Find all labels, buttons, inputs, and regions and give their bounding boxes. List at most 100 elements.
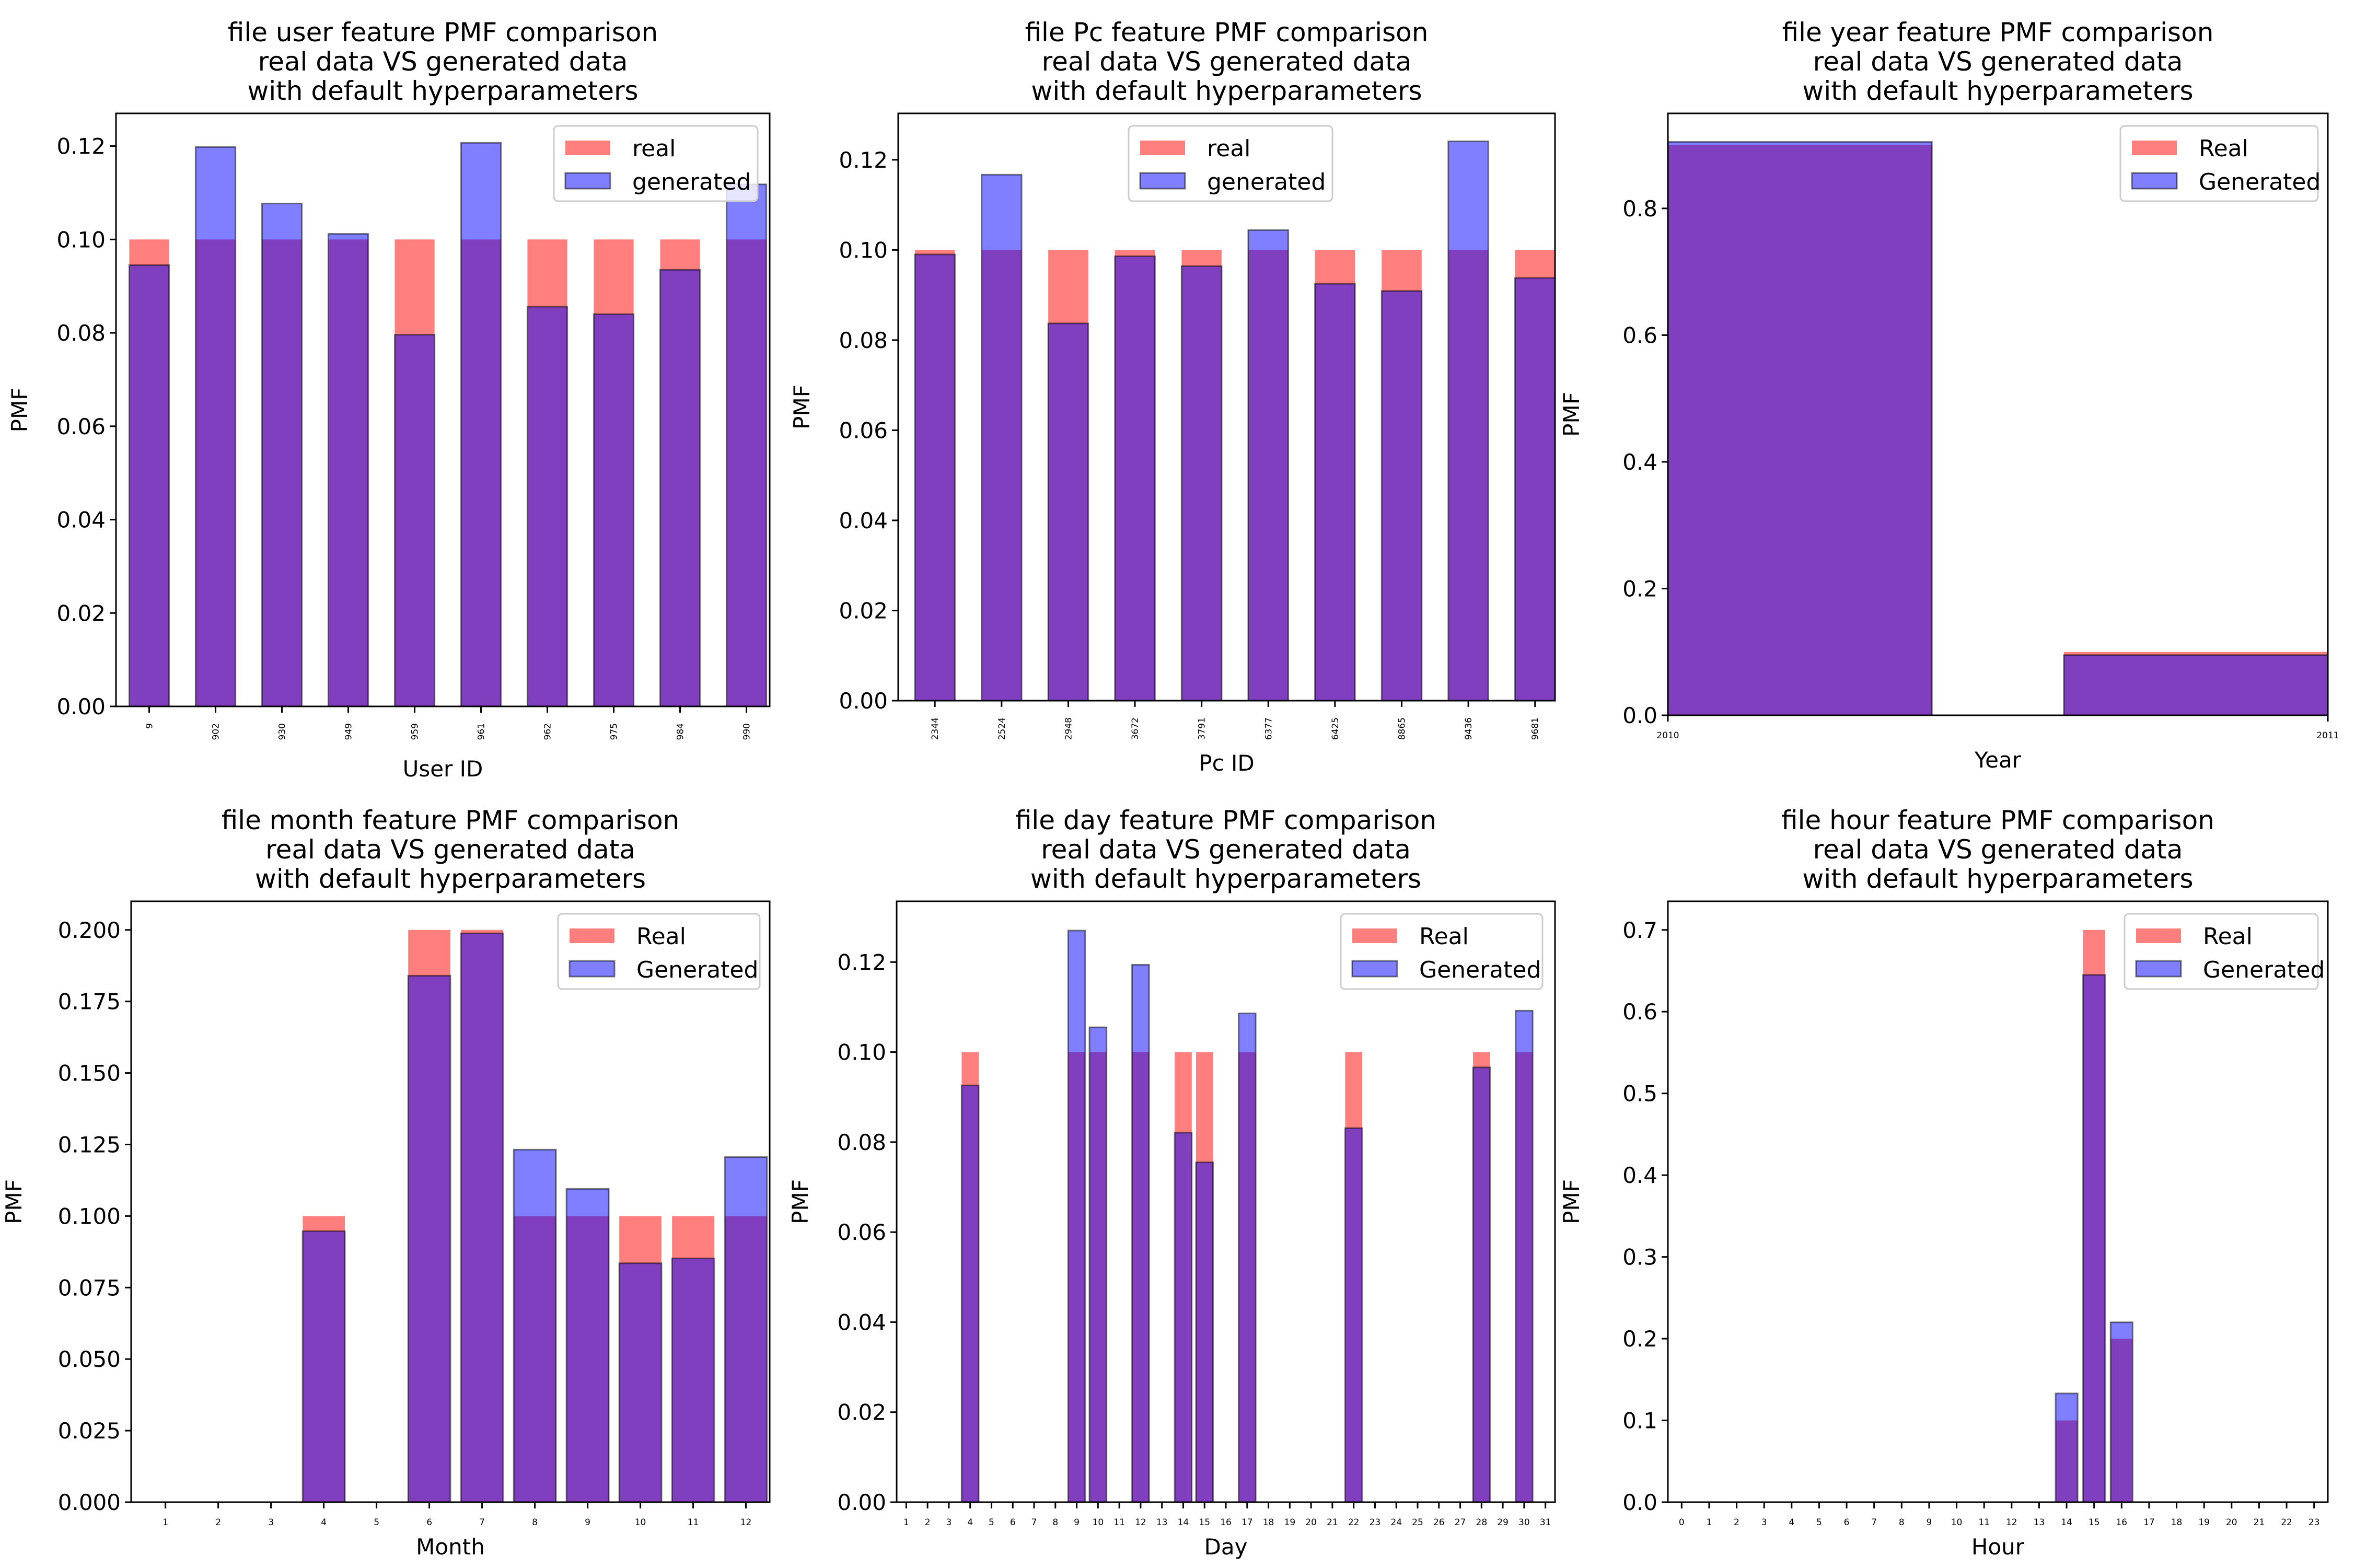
xtick-label: 8865 [1397, 717, 1407, 740]
xtick-label: 31 [1540, 1517, 1551, 1528]
ytick-label: 0.175 [58, 989, 121, 1015]
bar-generated-4 [960, 1084, 980, 1502]
xtick-label: 17 [2143, 1517, 2155, 1528]
bar-generated-17 [1237, 1012, 1257, 1502]
bars [960, 930, 1534, 1502]
xtick-label: 975 [609, 723, 620, 740]
xtick-label: 22 [2281, 1517, 2292, 1528]
ytick-label: 0.050 [58, 1346, 121, 1372]
bar-generated-12 [724, 1156, 768, 1502]
ytick-label: 0.2 [1622, 576, 1657, 601]
bar-generated-16 [2109, 1321, 2133, 1502]
chart-title-line: real data VS generated data [1042, 47, 1412, 77]
xtick-label: 23 [2308, 1517, 2320, 1528]
chart-title-line: with default hyperparameters [1031, 76, 1422, 106]
xtick-label: 990 [742, 723, 752, 740]
xtick-label: 18 [2171, 1517, 2183, 1528]
ytick-label: 0.0 [1622, 1490, 1657, 1515]
legend-swatch-real [1352, 928, 1397, 943]
bars [1668, 141, 2328, 715]
bars [914, 140, 1555, 701]
legend-swatch-real [570, 928, 614, 943]
ytick-label: 0.08 [837, 1130, 886, 1155]
bar-generated-9436 [1447, 140, 1489, 701]
xtick-label: 24 [1390, 1517, 1402, 1528]
legend-swatch-generated [569, 960, 616, 978]
bar-generated-6377 [1247, 229, 1290, 701]
xtick-label: 17 [1242, 1517, 1253, 1528]
xtick-label: 3672 [1130, 717, 1141, 740]
xtick-label: 27 [1455, 1517, 1466, 1528]
x-axis-label: Hour [1971, 1534, 2025, 1560]
legend: real generated [1128, 125, 1333, 202]
bar-generated-2524 [981, 173, 1023, 701]
xtick-label: 2344 [930, 717, 941, 740]
axes-frame [896, 900, 1556, 1503]
ytick-label: 0.2 [1622, 1326, 1657, 1352]
ytick-label: 0.02 [837, 1400, 886, 1425]
chart-title-line: with default hyperparameters [247, 76, 638, 106]
ytick-label: 0.7 [1622, 917, 1657, 943]
chart-title-line: real data VS generated data [1041, 834, 1411, 865]
xtick-label: 2 [1734, 1517, 1739, 1528]
y-axis-label: PMF [1559, 1179, 1584, 1224]
bars [301, 930, 768, 1502]
legend-label-real: Real [1419, 923, 1469, 950]
chart-title-line: file user feature PMF comparison [228, 17, 658, 48]
bar-generated-2344 [914, 253, 956, 701]
xtick-label: 3 [1761, 1517, 1767, 1528]
bar-generated-14 [2055, 1392, 2079, 1502]
legend: Real Generated [2124, 913, 2325, 990]
chart-title-line: with default hyperparameters [1802, 76, 2193, 106]
xtick-label: 9 [1074, 1517, 1080, 1528]
xtick-label: 5 [374, 1517, 379, 1528]
ytick-label: 0.12 [839, 147, 888, 173]
xtick-label: 21 [2254, 1517, 2265, 1528]
chart-title-line: file day feature PMF comparison [1015, 805, 1436, 835]
bar-generated-902 [194, 146, 237, 706]
chart-title-line: real data VS generated data [1813, 47, 2183, 77]
xtick-label: 6425 [1330, 717, 1341, 740]
ytick-label: 0.04 [837, 1309, 886, 1335]
chart-title-line: real data VS generated data [258, 47, 628, 77]
ytick-label: 0.00 [56, 694, 106, 719]
bars [2055, 930, 2133, 1502]
xtick-label: 10 [1951, 1517, 1963, 1528]
xtick-label: 0 [1679, 1517, 1685, 1528]
chart-title-line: file hour feature PMF comparison [1781, 805, 2214, 835]
ytick-label: 0.10 [837, 1040, 886, 1065]
chart-title-line: with default hyperparameters [1802, 864, 2193, 894]
bar-generated-3791 [1180, 265, 1223, 701]
xtick-label: 11 [1978, 1517, 1990, 1528]
bar-generated-959 [393, 334, 436, 706]
xtick-label: 23 [1370, 1517, 1381, 1528]
xtick-label: 5 [989, 1517, 994, 1528]
legend-label-real: real [1207, 135, 1250, 162]
y-axis-label: PMF [7, 388, 32, 433]
xtick-label: 4 [321, 1517, 327, 1528]
chart-title-line: with default hyperparameters [1030, 864, 1421, 894]
ytick-label: 0.08 [56, 320, 106, 346]
legend-label-real: real [632, 135, 676, 162]
bar-generated-10 [1088, 1026, 1108, 1502]
bar-generated-15 [1195, 1162, 1214, 1502]
xtick-label: 13 [1156, 1517, 1168, 1528]
ytick-label: 0.100 [58, 1203, 121, 1229]
xtick-label: 14 [1178, 1517, 1189, 1528]
y-axis-label: PMF [1, 1179, 27, 1224]
xtick-label: 1 [1707, 1517, 1712, 1528]
legend-swatch-generated [1351, 960, 1398, 978]
ytick-label: 0.10 [839, 237, 888, 263]
xtick-label: 21 [1327, 1517, 1338, 1528]
ytick-label: 0.000 [58, 1490, 121, 1515]
ytick-label: 0.025 [58, 1418, 121, 1444]
xtick-label: 12 [2006, 1517, 2017, 1528]
xtick-label: 2011 [2316, 730, 2339, 741]
ytick-label: 0.06 [839, 417, 888, 443]
xtick-label: 7 [1871, 1517, 1877, 1528]
bar-generated-12 [1131, 963, 1150, 1502]
xtick-label: 8 [1052, 1517, 1058, 1528]
